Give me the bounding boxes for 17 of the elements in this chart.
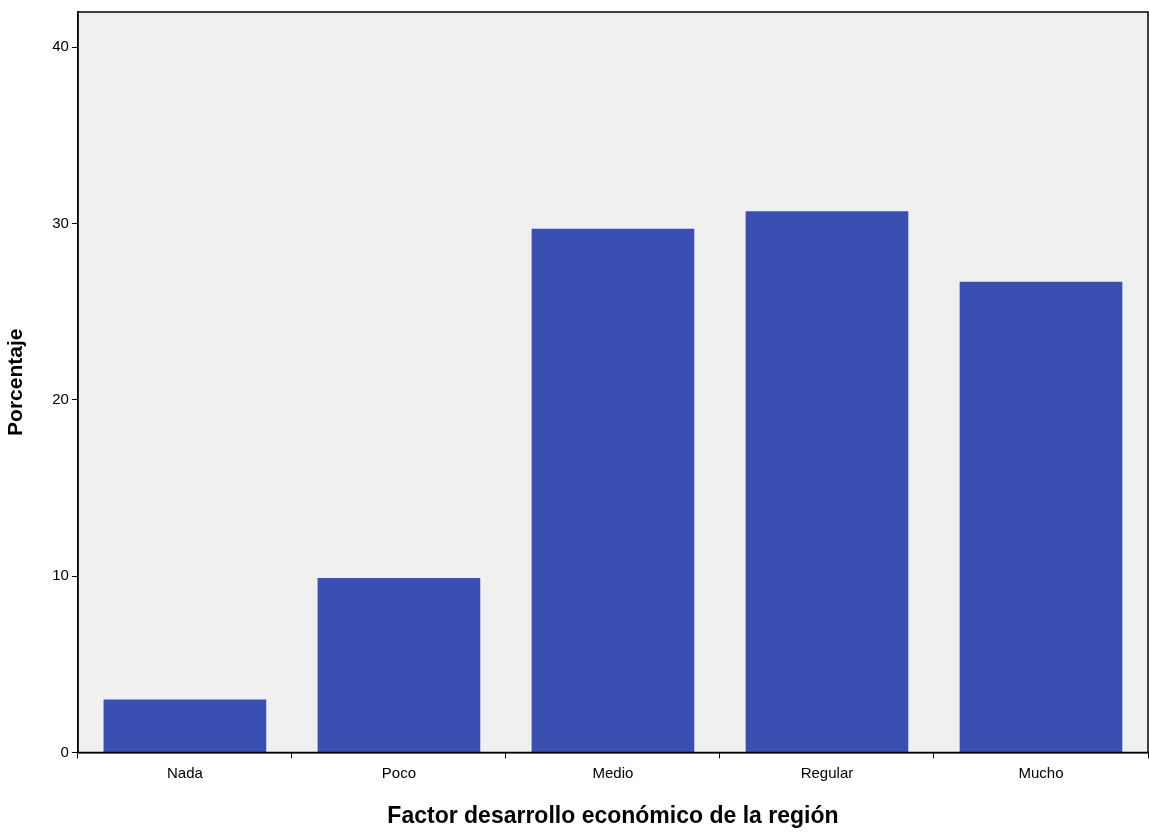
x-tick-label: Medio: [592, 763, 634, 781]
y-axis-title: Porcentaje: [3, 328, 27, 436]
x-tick-label: Poco: [381, 763, 417, 781]
x-tick-label: Mucho: [1018, 763, 1064, 781]
x-tick-label: Regular: [800, 763, 854, 781]
y-tick-label: 0: [60, 742, 69, 760]
bar: [745, 211, 909, 752]
bar: [531, 228, 695, 752]
x-tick-label: Nada: [166, 763, 204, 781]
y-tick-label: 40: [52, 37, 69, 55]
bar: [959, 281, 1123, 752]
y-tick-label: 30: [52, 213, 69, 231]
y-tick-label: 10: [52, 566, 69, 584]
bar: [103, 699, 267, 752]
x-axis-title: Factor desarrollo económico de la región: [387, 801, 839, 828]
bar: [317, 577, 481, 752]
y-tick-label: 20: [52, 389, 69, 407]
